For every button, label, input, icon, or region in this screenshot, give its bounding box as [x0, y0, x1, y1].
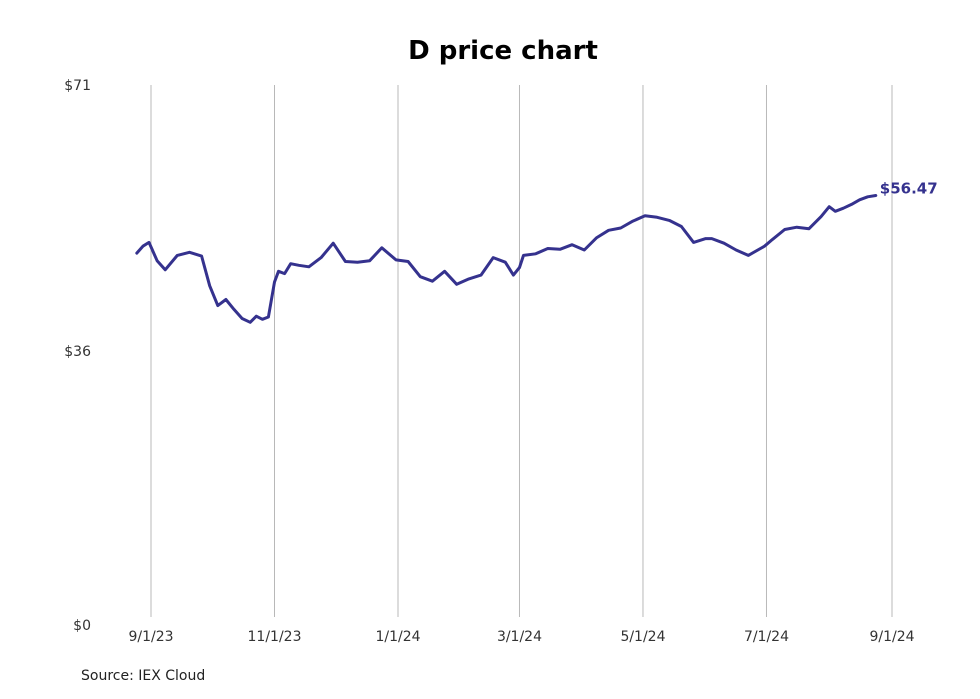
x-tick-label: 9/1/24: [869, 629, 914, 645]
grid-lines: [150, 85, 893, 617]
price-line: [135, 194, 878, 324]
x-tick-label: 5/1/24: [620, 629, 665, 645]
y-axis-ticks: $0 $36 $71: [64, 78, 91, 634]
chart-title: D price chart: [408, 36, 598, 66]
x-tick-label: 11/1/23: [248, 629, 302, 645]
last-price-label: $56.47: [880, 180, 938, 198]
x-tick-label: 7/1/24: [744, 629, 789, 645]
x-axis-ticks: 9/1/23 11/1/23 1/1/24 3/1/24 5/1/24 7/1/24 9/1…: [128, 629, 914, 645]
x-tick-label: 9/1/23: [128, 629, 173, 645]
y-tick-label: $0: [73, 618, 91, 634]
y-tick-label: $71: [64, 78, 91, 94]
y-tick-label: $36: [64, 344, 91, 360]
x-tick-label: 1/1/24: [375, 629, 420, 645]
x-tick-label: 3/1/24: [497, 629, 542, 645]
source-note: Source: IEX Cloud: [81, 668, 206, 684]
